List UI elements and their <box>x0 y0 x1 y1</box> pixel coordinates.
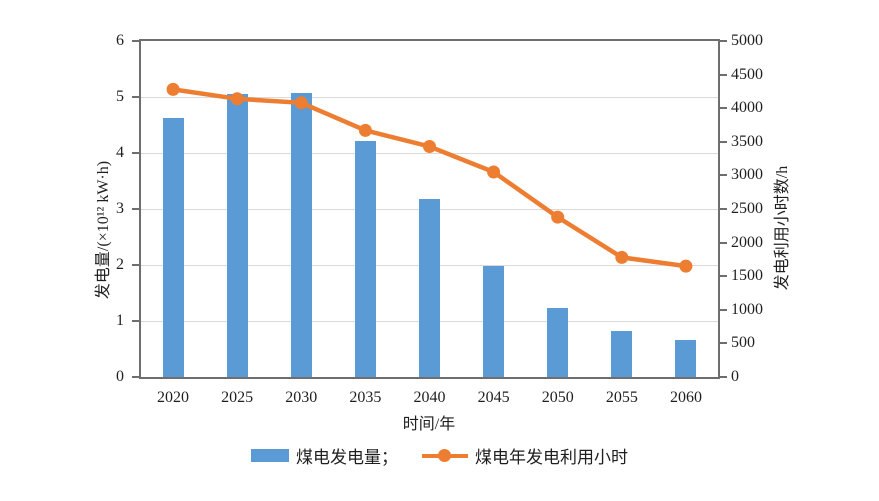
right-axis-tick <box>720 275 727 278</box>
left-axis-tick-label: 3 <box>116 200 124 217</box>
line-point-2040 <box>423 140 436 153</box>
left-axis-tick <box>132 320 139 322</box>
bar-series-swatch <box>251 449 289 462</box>
x-tick-label-2045: 2045 <box>477 389 510 406</box>
x-tick-label-2060: 2060 <box>669 389 702 406</box>
right-axis-tick <box>720 40 727 42</box>
x-tick-label-2035: 2035 <box>349 389 382 406</box>
line-point-2055 <box>615 250 629 264</box>
left-axis-tick-label: 5 <box>116 88 124 105</box>
right-axis-title: 发电利用小时数/h <box>774 165 791 291</box>
line-point-2050 <box>551 210 565 224</box>
bar-2025 <box>226 93 248 377</box>
legend-label-line-series: 煤电年发电利用小时 <box>475 448 628 467</box>
x-tick-label-2055: 2055 <box>605 389 638 406</box>
right-axis-tick <box>720 140 727 143</box>
line-point-2030 <box>294 96 308 110</box>
left-axis-tick <box>132 40 139 42</box>
x-axis-title: 时间/年 <box>402 416 456 433</box>
right-axis-tick <box>720 107 727 110</box>
legend-item-bar-series: 煤电发电量； <box>251 443 398 468</box>
x-tick-label-2050: 2050 <box>541 389 574 406</box>
line-point-2035 <box>358 123 372 137</box>
right-axis-tick-label: 0 <box>731 368 739 385</box>
line-point-2025 <box>230 92 244 106</box>
right-axis-tick <box>720 73 727 76</box>
bar-2020 <box>162 118 184 377</box>
right-axis-tick-label: 3000 <box>731 166 763 184</box>
right-axis-tick-label: 4000 <box>731 99 763 117</box>
right-axis-tick-label: 3500 <box>731 132 763 150</box>
bar-2060 <box>675 340 697 377</box>
right-axis-tick-label: 5000 <box>731 32 763 49</box>
bar-2030 <box>290 92 312 377</box>
line-point-2020 <box>166 82 180 96</box>
plot-area <box>139 39 720 379</box>
left-axis-tick <box>132 208 139 210</box>
line-point-2045 <box>487 165 501 179</box>
x-tick-label-2020: 2020 <box>157 389 190 406</box>
right-axis-tick-label: 1000 <box>731 300 763 318</box>
left-axis-title: 发电量/(×10¹² kW·h) <box>95 160 112 300</box>
x-tick-label-2025: 2025 <box>221 389 254 406</box>
left-axis-tick-label: 6 <box>116 32 124 49</box>
right-axis-tick <box>720 208 727 210</box>
legend-item-line-series: 煤电年发电利用小时 <box>422 443 628 468</box>
left-axis-tick-label: 1 <box>116 312 124 329</box>
bar-2050 <box>547 307 569 377</box>
bar-2045 <box>483 266 505 377</box>
bar-2040 <box>419 198 440 377</box>
left-axis-tick-label: 0 <box>116 368 124 385</box>
left-axis-tick-label: 4 <box>116 144 124 161</box>
left-axis-tick-label: 2 <box>116 256 124 273</box>
left-axis-tick <box>132 96 139 98</box>
legend: 煤电发电量； 煤电年发电利用小时 <box>0 443 879 468</box>
legend-label-bar-series: 煤电发电量； <box>296 448 398 467</box>
right-axis-tick <box>720 308 727 311</box>
gridline <box>141 96 718 98</box>
right-axis-tick-label: 1500 <box>731 267 763 285</box>
right-axis-tick-label: 4500 <box>731 65 763 83</box>
right-axis-tick-label: 2500 <box>731 200 763 217</box>
line-series <box>166 82 693 273</box>
right-axis-tick-label: 2000 <box>731 233 763 251</box>
bar-2055 <box>611 331 633 377</box>
right-axis-tick <box>720 376 727 378</box>
bar-2035 <box>354 141 376 377</box>
left-axis-tick <box>132 264 139 266</box>
right-axis-tick <box>720 241 727 244</box>
right-axis-tick-label: 500 <box>731 334 755 352</box>
line-point-2060 <box>679 259 693 273</box>
left-axis-tick <box>132 152 139 154</box>
left-axis-tick <box>132 376 139 378</box>
x-tick-label-2040: 2040 <box>413 389 446 406</box>
x-tick-label-2030: 2030 <box>285 389 318 406</box>
plot-inner <box>141 41 718 377</box>
line-marker-dot <box>438 449 451 462</box>
line-series-marker <box>422 449 468 462</box>
right-axis-tick <box>720 342 727 345</box>
line-path <box>172 87 687 269</box>
right-axis-tick <box>720 174 727 177</box>
